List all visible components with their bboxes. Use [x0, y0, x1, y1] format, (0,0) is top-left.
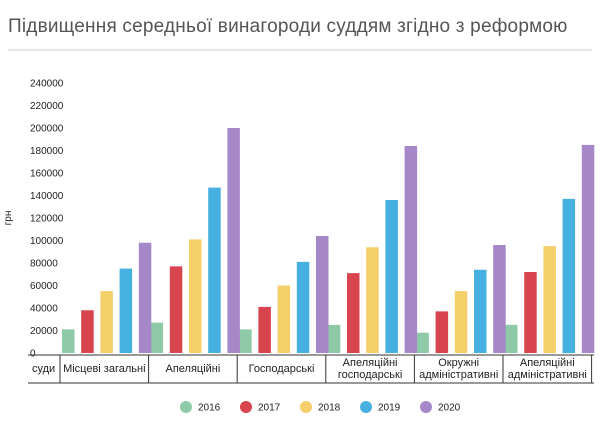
x-category-label: Апеляційні: [343, 357, 398, 369]
x-category-label: Апеляційні: [520, 357, 575, 369]
bar: [524, 272, 537, 353]
legend-swatch: [420, 401, 432, 413]
y-tick-label: 100000: [30, 236, 64, 247]
x-category-label: Місцеві загальні: [63, 363, 145, 375]
x-category-label: адміністративні: [419, 369, 498, 381]
bar: [296, 261, 310, 353]
y-tick-label: 200000: [30, 124, 64, 135]
x-category-label: адміністративні: [508, 369, 587, 381]
bar: [543, 246, 556, 353]
bar: [581, 144, 595, 353]
bar: [227, 128, 240, 353]
bar: [239, 329, 252, 353]
bar: [150, 322, 164, 353]
bar: [208, 187, 221, 353]
bar: [119, 268, 133, 353]
y-tick-label: 60000: [30, 281, 58, 292]
bar: [169, 266, 183, 353]
y-tick-label: 160000: [30, 169, 64, 180]
y-tick-label: 220000: [30, 101, 64, 112]
y-tick-label: 40000: [30, 304, 58, 315]
bar: [385, 200, 398, 353]
legend-swatch: [240, 401, 252, 413]
x-category-label: Господарські: [249, 363, 315, 375]
bars-layer: [62, 128, 595, 353]
bar: [562, 198, 576, 353]
x-category-label: Апеляційні: [165, 363, 220, 375]
y-tick-label: 140000: [30, 191, 64, 202]
bar: [454, 291, 468, 353]
bar: [366, 247, 379, 353]
bar: [258, 306, 271, 353]
bar: [404, 146, 418, 353]
legend: 2016 2017 2018 2019 2020: [180, 401, 461, 414]
y-tick-label: 240000: [30, 79, 64, 90]
y-tick-label: 180000: [30, 146, 64, 157]
chart-title: Підвищення середньої винагороди суддям з…: [8, 16, 568, 37]
axes-layer: 0 20000 40000 60000 80000 100000 120000 140000 1…: [3, 79, 594, 384]
bar: [474, 269, 487, 353]
bar: [277, 285, 291, 353]
bar: [327, 324, 341, 353]
legend-label: 2020: [438, 403, 461, 414]
bar: [100, 291, 113, 353]
bar: [62, 329, 75, 353]
y-tick-label: 120000: [30, 214, 64, 225]
x-axis-title: суди: [32, 363, 55, 375]
x-category-label: господарські: [338, 369, 402, 381]
legend-label: 2018: [318, 403, 341, 414]
legend-label: 2017: [258, 403, 281, 414]
y-tick-label: 0: [30, 349, 36, 360]
bar: [347, 273, 360, 353]
legend-label: 2019: [378, 403, 401, 414]
bar: [416, 332, 429, 353]
bar: [435, 311, 449, 353]
y-axis-title: грн: [3, 211, 14, 226]
legend-swatch: [360, 401, 372, 413]
y-tick-label: 80000: [30, 259, 58, 270]
x-category-label: Окружні: [438, 357, 479, 369]
bar: [505, 324, 518, 353]
bar: [138, 242, 152, 353]
y-tick-label: 20000: [30, 326, 58, 337]
legend-label: 2016: [198, 403, 221, 414]
title-divider: [8, 49, 592, 51]
bar: [316, 236, 329, 353]
bar: [189, 239, 202, 353]
legend-swatch: [180, 401, 192, 413]
bar: [81, 310, 94, 353]
bar: [493, 245, 506, 353]
legend-swatch: [300, 401, 312, 413]
